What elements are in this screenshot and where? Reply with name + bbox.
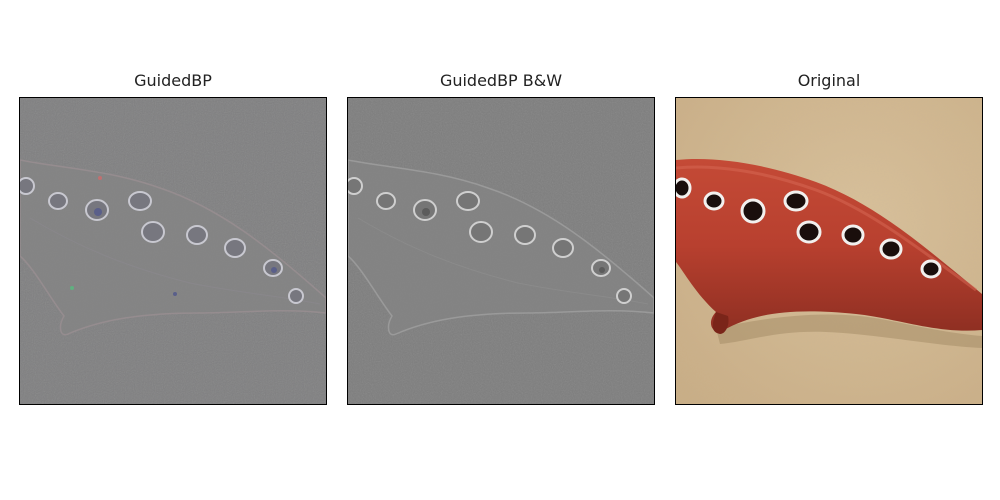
panel-title: Original <box>797 71 861 90</box>
panel-title: GuidedBP B&W <box>439 71 563 90</box>
image-frame <box>347 97 655 405</box>
guidedbp-color-image <box>20 98 326 404</box>
panel-title: GuidedBP <box>134 71 212 90</box>
image-frame <box>675 97 983 405</box>
image-frame <box>19 97 327 405</box>
original-ocarina-image <box>676 98 982 404</box>
guidedbp-bw-image <box>348 98 654 404</box>
